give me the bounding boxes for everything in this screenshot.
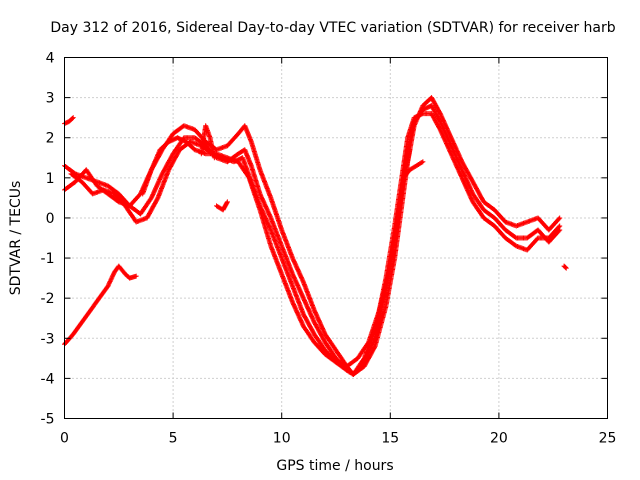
x-axis-label: GPS time / hours	[276, 458, 393, 474]
data-marks	[68, 111, 563, 377]
data-marks	[214, 199, 230, 213]
y-tick-label: 3	[46, 91, 55, 107]
y-tick-label: 0	[46, 211, 55, 227]
series-segment-f	[561, 263, 569, 271]
data-marks	[400, 159, 426, 181]
data-points	[62, 95, 569, 377]
x-tick-label: 20	[490, 431, 508, 447]
series-segment-b	[62, 263, 139, 347]
x-tick-label: 25	[599, 431, 617, 447]
y-tick-label: -3	[41, 331, 55, 347]
y-tick-label: -1	[41, 251, 55, 267]
x-tick-label: 0	[60, 431, 69, 447]
axis-ticks: 0 5 10 15 20 25 -5 -4 -3 -2 -1 0 1 2 3 4	[41, 51, 617, 447]
grid	[64, 57, 608, 419]
data-marks	[198, 123, 217, 161]
series-track-3	[68, 111, 563, 377]
data-marks	[561, 263, 569, 271]
y-axis-label: SDTVAR / TECUs	[8, 181, 24, 296]
y-tick-label: -2	[41, 291, 55, 307]
x-tick-label: 5	[169, 431, 178, 447]
series-segment-d	[214, 199, 230, 213]
y-tick-label: -4	[41, 371, 55, 387]
x-tick-label: 15	[381, 431, 399, 447]
y-tick-label: 2	[46, 131, 55, 147]
data-marks	[62, 263, 139, 347]
x-tick-label: 10	[273, 431, 291, 447]
y-tick-label: 1	[46, 171, 55, 187]
data-marks	[140, 135, 413, 369]
series-segment-c	[198, 123, 217, 161]
series-track-4	[140, 135, 413, 369]
y-tick-label: 4	[46, 51, 55, 67]
y-tick-label: -5	[41, 412, 55, 428]
series-segment-e	[400, 159, 426, 181]
chart-title: Day 312 of 2016, Sidereal Day-to-day VTE…	[50, 20, 615, 36]
plot-frame	[64, 57, 608, 419]
